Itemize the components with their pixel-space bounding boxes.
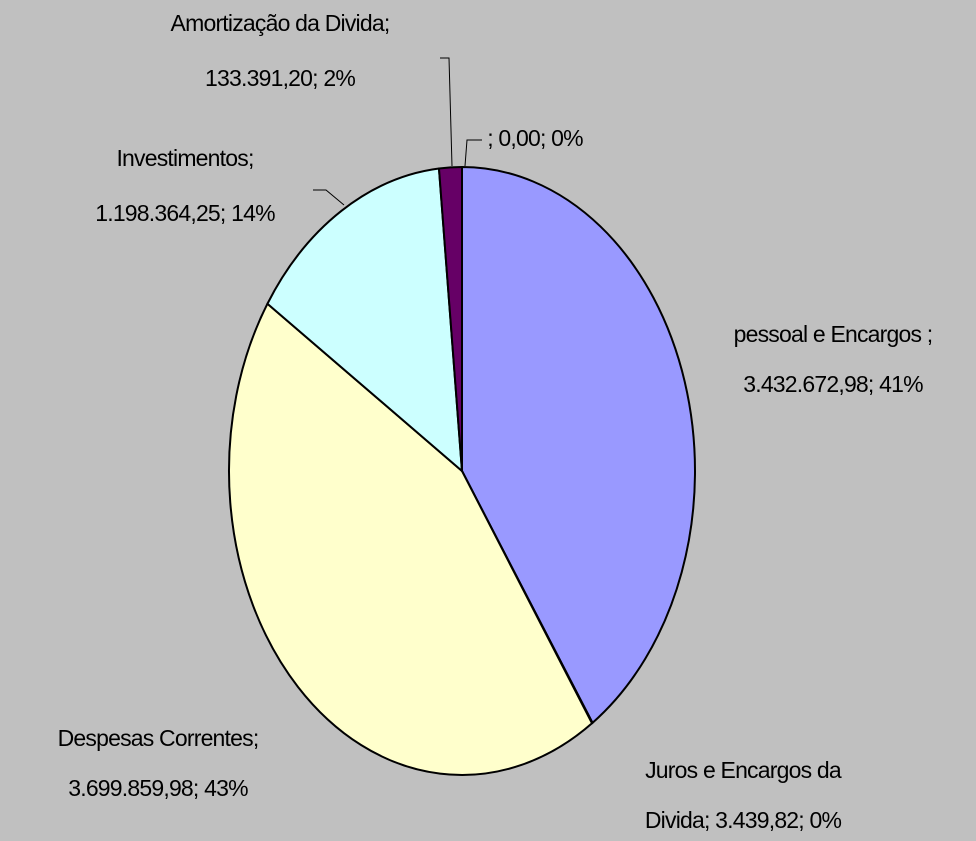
leader-line: [313, 189, 345, 206]
data-label: 3.432.672,98; 41%: [743, 371, 923, 397]
data-label: 133.391,20; 2%: [205, 65, 355, 91]
data-label: Despesas Correntes;: [58, 725, 259, 751]
pie-slice: [461, 166, 696, 724]
leader-line: [464, 139, 482, 167]
data-label: ; 0,00; 0%: [487, 125, 583, 151]
data-label: Investimentos;: [116, 145, 253, 171]
data-label: 1.198.364,25; 14%: [95, 200, 275, 226]
pie: [228, 166, 696, 776]
pie-slice: [266, 167, 463, 472]
data-label: 3.699.859,98; 43%: [68, 775, 248, 801]
pie-slice: [228, 302, 594, 776]
data-label: Juros e Encargos da: [645, 757, 842, 783]
leader-line: [440, 57, 453, 167]
data-label: Divida; 3.439,82; 0%: [645, 807, 842, 833]
data-label: pessoal e Encargos ;: [734, 321, 933, 347]
data-label: Amortização da Divida;: [171, 10, 390, 36]
